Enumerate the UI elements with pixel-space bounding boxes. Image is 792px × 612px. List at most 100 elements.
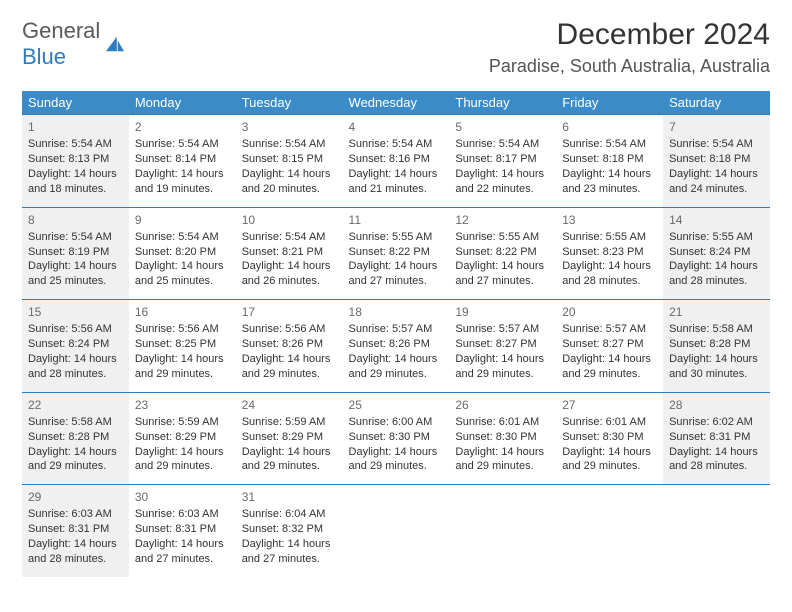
sunrise-line: Sunrise: 5:57 AM [349, 322, 444, 337]
calendar-cell: 25Sunrise: 6:00 AMSunset: 8:30 PMDayligh… [343, 392, 450, 485]
sunset-line: Sunset: 8:25 PM [135, 337, 230, 352]
daylight-line: Daylight: 14 hours and 19 minutes. [135, 167, 230, 197]
daylight-line: Daylight: 14 hours and 29 minutes. [242, 352, 337, 382]
col-monday: Monday [129, 91, 236, 115]
sunrise-line: Sunrise: 5:56 AM [242, 322, 337, 337]
day-number: 20 [562, 304, 657, 320]
sunrise-line: Sunrise: 6:00 AM [349, 415, 444, 430]
day-number: 21 [669, 304, 764, 320]
day-number: 12 [455, 212, 550, 228]
sunset-line: Sunset: 8:31 PM [28, 522, 123, 537]
daylight-line: Daylight: 14 hours and 29 minutes. [562, 445, 657, 475]
calendar-cell: 31Sunrise: 6:04 AMSunset: 8:32 PMDayligh… [236, 485, 343, 577]
calendar-cell: 8Sunrise: 5:54 AMSunset: 8:19 PMDaylight… [22, 207, 129, 300]
sunset-line: Sunset: 8:26 PM [242, 337, 337, 352]
calendar-cell [556, 485, 663, 577]
daylight-line: Daylight: 14 hours and 27 minutes. [135, 537, 230, 567]
day-number: 28 [669, 397, 764, 413]
calendar-cell: 7Sunrise: 5:54 AMSunset: 8:18 PMDaylight… [663, 115, 770, 208]
daylight-line: Daylight: 14 hours and 22 minutes. [455, 167, 550, 197]
daylight-line: Daylight: 14 hours and 23 minutes. [562, 167, 657, 197]
sunrise-line: Sunrise: 6:01 AM [455, 415, 550, 430]
daylight-line: Daylight: 14 hours and 28 minutes. [669, 445, 764, 475]
calendar-cell [343, 485, 450, 577]
day-number: 3 [242, 119, 337, 135]
sunset-line: Sunset: 8:28 PM [669, 337, 764, 352]
sunrise-line: Sunrise: 6:01 AM [562, 415, 657, 430]
day-number: 23 [135, 397, 230, 413]
sunset-line: Sunset: 8:18 PM [562, 152, 657, 167]
sunset-line: Sunset: 8:27 PM [562, 337, 657, 352]
daylight-line: Daylight: 14 hours and 24 minutes. [669, 167, 764, 197]
daylight-line: Daylight: 14 hours and 28 minutes. [28, 537, 123, 567]
location: Paradise, South Australia, Australia [489, 56, 770, 77]
day-number: 11 [349, 212, 444, 228]
calendar-cell [449, 485, 556, 577]
sunrise-line: Sunrise: 5:55 AM [349, 230, 444, 245]
calendar-cell: 12Sunrise: 5:55 AMSunset: 8:22 PMDayligh… [449, 207, 556, 300]
day-number: 8 [28, 212, 123, 228]
calendar-cell: 30Sunrise: 6:03 AMSunset: 8:31 PMDayligh… [129, 485, 236, 577]
day-number: 19 [455, 304, 550, 320]
sunset-line: Sunset: 8:24 PM [28, 337, 123, 352]
daylight-line: Daylight: 14 hours and 28 minutes. [669, 259, 764, 289]
daylight-line: Daylight: 14 hours and 29 minutes. [455, 352, 550, 382]
sunrise-line: Sunrise: 5:59 AM [135, 415, 230, 430]
sunset-line: Sunset: 8:14 PM [135, 152, 230, 167]
sunrise-line: Sunrise: 5:58 AM [28, 415, 123, 430]
sunrise-line: Sunrise: 5:58 AM [669, 322, 764, 337]
calendar-cell: 10Sunrise: 5:54 AMSunset: 8:21 PMDayligh… [236, 207, 343, 300]
logo: General Blue [22, 18, 126, 70]
day-number: 18 [349, 304, 444, 320]
day-number: 24 [242, 397, 337, 413]
col-thursday: Thursday [449, 91, 556, 115]
sunrise-line: Sunrise: 5:54 AM [135, 137, 230, 152]
calendar-cell: 9Sunrise: 5:54 AMSunset: 8:20 PMDaylight… [129, 207, 236, 300]
sunset-line: Sunset: 8:26 PM [349, 337, 444, 352]
sunrise-line: Sunrise: 5:54 AM [669, 137, 764, 152]
daylight-line: Daylight: 14 hours and 28 minutes. [562, 259, 657, 289]
daylight-line: Daylight: 14 hours and 28 minutes. [28, 352, 123, 382]
col-friday: Friday [556, 91, 663, 115]
logo-part2: Blue [22, 44, 66, 69]
calendar-cell: 29Sunrise: 6:03 AMSunset: 8:31 PMDayligh… [22, 485, 129, 577]
sunrise-line: Sunrise: 5:54 AM [135, 230, 230, 245]
sunrise-line: Sunrise: 5:55 AM [562, 230, 657, 245]
day-number: 16 [135, 304, 230, 320]
day-number: 25 [349, 397, 444, 413]
sunset-line: Sunset: 8:22 PM [349, 245, 444, 260]
day-number: 31 [242, 489, 337, 505]
calendar-row: 15Sunrise: 5:56 AMSunset: 8:24 PMDayligh… [22, 300, 770, 393]
sunset-line: Sunset: 8:31 PM [669, 430, 764, 445]
day-number: 15 [28, 304, 123, 320]
sunset-line: Sunset: 8:19 PM [28, 245, 123, 260]
daylight-line: Daylight: 14 hours and 29 minutes. [242, 445, 337, 475]
calendar-cell: 1Sunrise: 5:54 AMSunset: 8:13 PMDaylight… [22, 115, 129, 208]
calendar-cell: 5Sunrise: 5:54 AMSunset: 8:17 PMDaylight… [449, 115, 556, 208]
sunrise-line: Sunrise: 5:54 AM [28, 137, 123, 152]
sunset-line: Sunset: 8:30 PM [455, 430, 550, 445]
sunrise-line: Sunrise: 5:54 AM [242, 230, 337, 245]
calendar-cell: 13Sunrise: 5:55 AMSunset: 8:23 PMDayligh… [556, 207, 663, 300]
calendar-row: 29Sunrise: 6:03 AMSunset: 8:31 PMDayligh… [22, 485, 770, 577]
sunrise-line: Sunrise: 6:04 AM [242, 507, 337, 522]
calendar-table: Sunday Monday Tuesday Wednesday Thursday… [22, 91, 770, 577]
logo-sail-icon [104, 35, 126, 53]
daylight-line: Daylight: 14 hours and 27 minutes. [349, 259, 444, 289]
calendar-cell: 20Sunrise: 5:57 AMSunset: 8:27 PMDayligh… [556, 300, 663, 393]
header: General Blue December 2024 Paradise, Sou… [22, 18, 770, 77]
daylight-line: Daylight: 14 hours and 26 minutes. [242, 259, 337, 289]
calendar-cell: 16Sunrise: 5:56 AMSunset: 8:25 PMDayligh… [129, 300, 236, 393]
daylight-line: Daylight: 14 hours and 27 minutes. [242, 537, 337, 567]
daylight-line: Daylight: 14 hours and 18 minutes. [28, 167, 123, 197]
calendar-cell: 3Sunrise: 5:54 AMSunset: 8:15 PMDaylight… [236, 115, 343, 208]
day-number: 4 [349, 119, 444, 135]
sunrise-line: Sunrise: 5:56 AM [135, 322, 230, 337]
daylight-line: Daylight: 14 hours and 27 minutes. [455, 259, 550, 289]
sunset-line: Sunset: 8:13 PM [28, 152, 123, 167]
daylight-line: Daylight: 14 hours and 29 minutes. [455, 445, 550, 475]
sunrise-line: Sunrise: 5:59 AM [242, 415, 337, 430]
calendar-cell: 2Sunrise: 5:54 AMSunset: 8:14 PMDaylight… [129, 115, 236, 208]
sunrise-line: Sunrise: 5:54 AM [349, 137, 444, 152]
day-number: 17 [242, 304, 337, 320]
